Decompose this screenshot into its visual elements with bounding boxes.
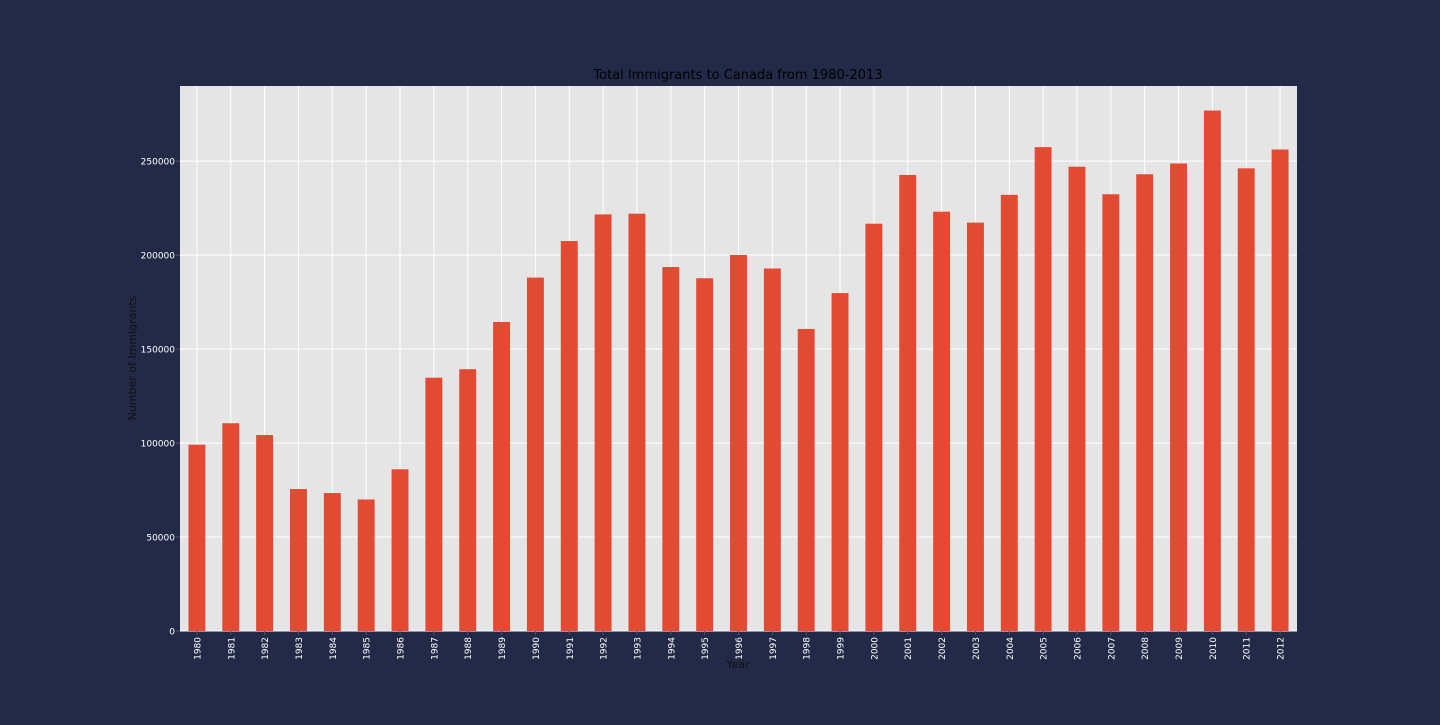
bars [188,110,1289,632]
bar-1985 [357,499,375,631]
y-tick-label: 200000 [141,252,176,262]
bar-1996 [730,254,747,631]
x-tick-label: 1980 [193,637,203,660]
x-tick-label: 1985 [363,637,373,660]
x-tick-label: 2009 [1175,637,1185,660]
x-tick-label: 1996 [735,637,745,660]
x-tick-label: 2004 [1006,637,1016,660]
bar-1986 [391,469,409,631]
bar-2005 [1034,147,1052,632]
x-axis-label: Year [725,658,750,671]
x-tick-label: 2011 [1243,637,1253,660]
bar-1980 [188,444,206,631]
bar-1989 [493,321,511,631]
bar-2003 [966,222,984,631]
x-tick-label: 1993 [633,637,643,660]
y-axis-label: Number of Immigrants [126,295,139,420]
bar-1995 [696,278,714,631]
bar-1992 [594,214,612,631]
x-tick-label: 1995 [701,637,711,660]
x-tick-label: 2006 [1073,637,1083,660]
x-tick-label: 1991 [566,637,576,660]
x-tick-label: 2010 [1209,637,1219,660]
y-tick-label: 50000 [146,534,175,544]
chart-title: Total Immigrants to Canada from 1980-201… [592,68,882,83]
bar-1991 [560,241,578,631]
x-tick-label: 1994 [667,637,677,660]
y-axis-ticks: 0 50000 100000 150000 200000 250000 [141,158,180,638]
y-tick-label: 0 [169,628,175,638]
bar-2002 [933,211,951,631]
bar-1981 [222,423,240,631]
bar-2000 [865,223,883,631]
bar-2006 [1068,166,1086,631]
x-tick-label: 1983 [295,637,305,660]
bar-2009 [1170,163,1187,631]
bar-2010 [1203,110,1221,631]
y-tick-label: 150000 [141,346,176,356]
bar-2004 [1000,194,1018,631]
bar-1983 [290,489,307,631]
bar-1997 [763,268,781,631]
x-tick-label: 2001 [904,637,914,660]
x-tick-label: 2012 [1277,637,1287,660]
bar-1984 [323,493,341,631]
x-tick-label: 1981 [227,637,237,660]
bar-1982 [256,435,274,631]
y-tick-label: 250000 [141,158,176,168]
bar-2001 [899,174,917,631]
bar-2007 [1102,194,1120,631]
x-tick-label: 1998 [803,637,813,660]
bar-2008 [1136,174,1154,631]
bar-1994 [662,267,680,631]
x-tick-label: 1997 [769,637,779,660]
x-axis-ticks: 1980 1981 1982 1983 1984 1985 1986 1987 1988 1989… [193,631,1287,660]
x-tick-label: 2008 [1141,637,1151,660]
bar-1999 [831,293,849,631]
x-tick-label: 1984 [329,637,339,660]
x-tick-label: 1982 [261,637,271,660]
y-tick-label: 100000 [141,440,176,450]
x-tick-label: 1987 [430,637,440,660]
bar-1998 [797,328,815,631]
bar-2012 [1271,149,1289,631]
x-tick-label: 1989 [498,637,508,660]
bar-1988 [459,369,477,631]
x-tick-label: 1992 [600,637,610,660]
x-tick-label: 1999 [837,637,847,660]
x-tick-label: 2005 [1040,637,1050,660]
bar-1993 [628,213,646,631]
x-tick-label: 2000 [870,637,880,660]
x-tick-label: 1988 [464,637,474,660]
bar-2011 [1237,168,1255,631]
bar-1987 [425,377,443,631]
x-tick-label: 2002 [938,637,948,660]
x-tick-label: 1986 [397,637,407,660]
x-tick-label: 1990 [532,637,542,660]
bar-1990 [526,277,544,631]
x-tick-label: 2003 [972,637,982,660]
x-tick-label: 2007 [1107,637,1117,660]
